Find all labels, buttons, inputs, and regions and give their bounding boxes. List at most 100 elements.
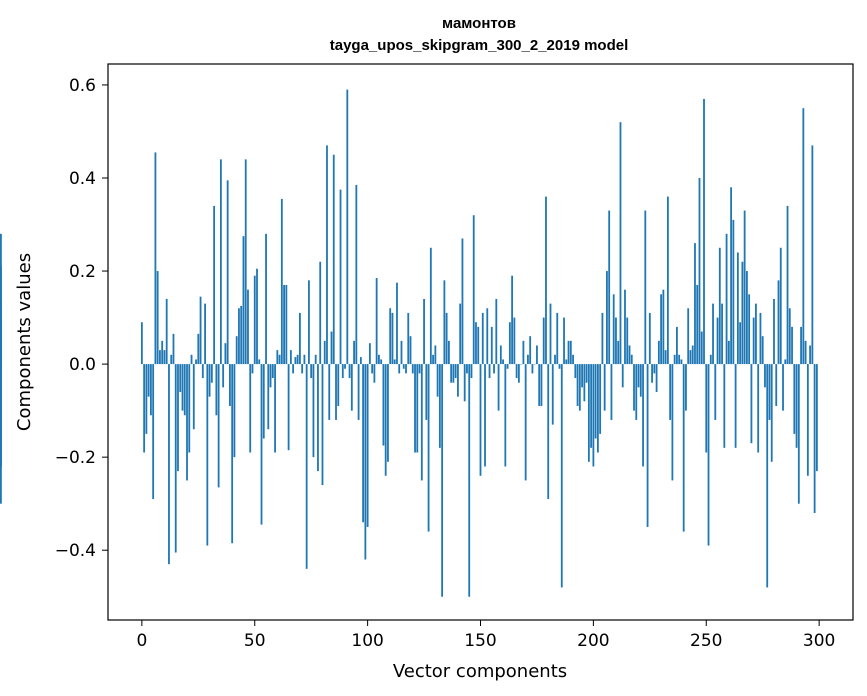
bar	[563, 317, 565, 365]
bar	[183, 364, 186, 416]
x-tick-label: 0	[136, 631, 147, 651]
bar	[206, 364, 209, 546]
bar	[240, 305, 243, 365]
bar	[294, 357, 297, 365]
bar	[197, 333, 200, 365]
bar	[226, 180, 229, 365]
bar	[655, 364, 658, 393]
bar	[705, 364, 708, 453]
bar	[479, 364, 482, 476]
bar	[280, 198, 283, 365]
bar	[608, 210, 611, 365]
bar	[332, 154, 335, 365]
bar	[170, 354, 173, 365]
bar	[411, 364, 414, 374]
bar	[393, 359, 396, 365]
bar	[786, 205, 789, 365]
x-tick-label: 50	[244, 631, 266, 651]
bar	[190, 354, 193, 365]
bar	[784, 359, 787, 365]
bar	[540, 364, 543, 406]
bar	[396, 282, 398, 365]
y-tick-label: −0.4	[55, 541, 96, 561]
bar	[660, 294, 663, 365]
bar	[414, 364, 416, 453]
bar	[472, 215, 475, 365]
bar	[387, 364, 389, 462]
bar	[405, 364, 407, 374]
bar	[468, 364, 471, 597]
bar	[545, 196, 547, 365]
bar	[382, 364, 385, 446]
bar	[646, 364, 649, 527]
bar	[782, 364, 784, 411]
bar	[531, 364, 534, 374]
bar	[357, 364, 360, 420]
bar	[283, 285, 285, 365]
bar	[420, 364, 423, 481]
bar	[714, 364, 717, 420]
bar	[174, 364, 177, 553]
bar	[574, 364, 577, 379]
y-axis-ticks: −0.4 −0.2 0.0 0.2 0.4 0.6	[55, 76, 108, 561]
bar	[443, 280, 446, 365]
bar	[615, 317, 617, 365]
bar	[459, 303, 462, 365]
bar	[276, 350, 279, 365]
bar	[256, 268, 258, 365]
chart-subtitle: tayga_upos_skipgram_300_2_2019 model	[330, 37, 629, 54]
bar	[457, 364, 459, 397]
bar	[800, 326, 802, 365]
bar	[700, 331, 703, 365]
x-tick-label: 150	[464, 631, 496, 651]
bars-group	[0, 89, 818, 597]
bar	[278, 354, 281, 365]
bar	[233, 364, 236, 458]
bar	[538, 364, 541, 406]
bar	[335, 364, 337, 420]
bar	[648, 312, 651, 365]
bar	[619, 122, 622, 365]
bar	[551, 364, 554, 425]
bar	[587, 364, 590, 462]
bar	[617, 340, 620, 365]
bar	[438, 364, 441, 448]
bar	[797, 364, 800, 504]
bar	[673, 354, 676, 365]
bar	[143, 364, 146, 453]
bar	[380, 359, 383, 365]
bar	[793, 364, 796, 434]
bar	[285, 285, 288, 365]
bar	[359, 357, 362, 365]
bar	[811, 145, 814, 365]
x-tick-label: 200	[577, 631, 609, 651]
bar	[154, 152, 157, 365]
bar	[251, 364, 254, 374]
bar	[734, 364, 737, 448]
bar	[477, 326, 480, 365]
bar	[475, 322, 477, 365]
bar	[709, 354, 712, 365]
bar	[177, 364, 179, 472]
bar	[312, 364, 315, 458]
bar	[490, 326, 493, 365]
bar	[664, 350, 667, 365]
y-axis-label: Components values	[14, 253, 35, 431]
bar	[384, 364, 387, 476]
bar	[229, 364, 231, 406]
bar	[314, 354, 317, 365]
bar	[610, 364, 613, 420]
bar	[730, 187, 732, 365]
bar	[599, 364, 602, 434]
bar	[542, 317, 545, 365]
bar	[495, 298, 498, 365]
bar	[529, 336, 532, 365]
bar	[633, 364, 635, 411]
bar	[330, 331, 333, 365]
bar	[628, 345, 631, 365]
bar	[642, 364, 644, 467]
bar	[289, 350, 292, 365]
bar	[691, 345, 694, 365]
bar	[328, 364, 331, 420]
bar	[463, 364, 466, 402]
